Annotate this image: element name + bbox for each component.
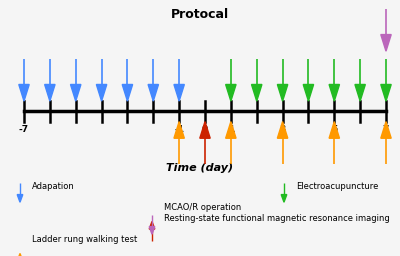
Text: 0: 0 bbox=[202, 125, 208, 134]
Text: Ladder rung walking test: Ladder rung walking test bbox=[32, 236, 137, 244]
Text: 1: 1 bbox=[228, 125, 234, 134]
Polygon shape bbox=[149, 227, 155, 234]
Polygon shape bbox=[277, 122, 288, 138]
Text: MCAO/R operation: MCAO/R operation bbox=[164, 204, 241, 212]
Text: -7: -7 bbox=[19, 125, 29, 134]
Polygon shape bbox=[19, 84, 29, 101]
Text: 7: 7 bbox=[383, 125, 389, 134]
Polygon shape bbox=[277, 84, 288, 101]
Text: Adapation: Adapation bbox=[32, 182, 75, 191]
Polygon shape bbox=[329, 122, 340, 138]
Polygon shape bbox=[329, 84, 340, 101]
Polygon shape bbox=[355, 84, 365, 101]
Polygon shape bbox=[226, 84, 236, 101]
Polygon shape bbox=[17, 195, 23, 202]
Text: Electroacupuncture: Electroacupuncture bbox=[296, 182, 378, 191]
Polygon shape bbox=[381, 84, 391, 101]
Polygon shape bbox=[381, 122, 391, 138]
Text: Resting-state functional magnetic resonance imaging: Resting-state functional magnetic resona… bbox=[164, 214, 390, 223]
Polygon shape bbox=[174, 122, 184, 138]
Polygon shape bbox=[148, 84, 158, 101]
Text: Time (day): Time (day) bbox=[166, 163, 234, 173]
Polygon shape bbox=[70, 84, 81, 101]
Polygon shape bbox=[381, 35, 391, 51]
Text: -1: -1 bbox=[174, 125, 184, 134]
Polygon shape bbox=[96, 84, 107, 101]
Polygon shape bbox=[149, 221, 155, 229]
Polygon shape bbox=[281, 195, 287, 202]
Polygon shape bbox=[226, 122, 236, 138]
Polygon shape bbox=[174, 84, 184, 101]
Text: Protocal: Protocal bbox=[171, 8, 229, 21]
Polygon shape bbox=[303, 84, 314, 101]
Polygon shape bbox=[200, 122, 210, 138]
Polygon shape bbox=[122, 84, 133, 101]
Text: 3: 3 bbox=[280, 125, 286, 134]
Text: 5: 5 bbox=[331, 125, 338, 134]
Polygon shape bbox=[252, 84, 262, 101]
Polygon shape bbox=[17, 253, 23, 256]
Polygon shape bbox=[45, 84, 55, 101]
